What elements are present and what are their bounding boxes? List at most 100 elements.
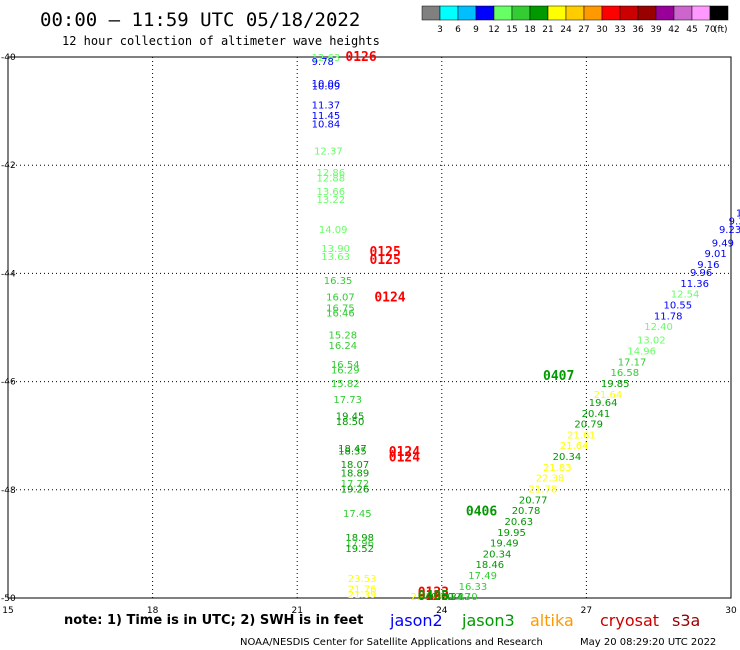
track-pass-label: 0124 (374, 291, 405, 306)
wave-height-label: 18.98 (345, 533, 374, 544)
wave-height-label: 22.16 (410, 592, 439, 603)
legend-label: 12 (488, 25, 499, 35)
wave-height-label: 19.45 (336, 411, 365, 422)
wave-height-label: 13.63 (321, 252, 350, 263)
color-legend: 3 6 9 12 15 18 21 24 27 30 33 36 39 42 45 70 (421, 5, 729, 35)
wave-height-label: 21.40 (418, 592, 447, 603)
legend-swatch (583, 5, 603, 21)
satellite-name: cryosat (600, 611, 659, 630)
wave-height-label: 12.37 (314, 146, 343, 157)
wave-height-label: 10.09 (312, 81, 341, 92)
wave-height-label: 16.24 (329, 341, 358, 352)
footer-timestamp: May 20 08:29:20 UTC 2022 (580, 637, 716, 648)
wave-height-label: 13.90 (321, 244, 350, 255)
wave-height-label: 19.34 (435, 592, 464, 603)
wave-height-label: 16.29 (331, 365, 360, 376)
wave-height-label: 9.96 (690, 268, 712, 279)
wave-height-label: 9.37 (729, 217, 740, 228)
legend-swatch (529, 5, 549, 21)
legend-swatch (457, 5, 477, 21)
wave-height-label: 17.73 (333, 395, 362, 406)
legend-label: 15 (506, 25, 517, 35)
wave-height-label: 12.54 (671, 290, 700, 301)
wave-height-label: 16.35 (324, 276, 353, 287)
wave-height-label: 17.49 (468, 571, 497, 582)
legend-label: 33 (614, 25, 625, 35)
legend-label: 21 (542, 25, 553, 35)
wave-height-label: 20.78 (512, 506, 541, 517)
legend-label: 42 (668, 25, 679, 35)
legend-swatch (691, 5, 711, 21)
track-pass-label: 0124 (389, 450, 420, 465)
wave-height-label: 17.72 (341, 479, 370, 490)
wave-height-label: 10.0 (736, 209, 740, 220)
y-tick-label: -40 (1, 53, 16, 63)
legend-swatch (601, 5, 621, 21)
legend-label: 9 (473, 25, 479, 35)
satellite-name: altika (530, 611, 574, 630)
wave-height-label: 16.46 (326, 309, 355, 320)
x-tick-label: 15 (2, 606, 13, 616)
wave-height-label: 13.22 (316, 195, 345, 206)
plot-frame (7, 56, 732, 599)
legend-swatch (655, 5, 675, 21)
wave-height-label: 19.52 (345, 544, 374, 555)
wave-height-label: 13.02 (637, 336, 666, 347)
wave-height-label: 17.82 (442, 592, 471, 603)
wave-height-label: 18.47 (338, 444, 367, 455)
wave-height-label: 17.70 (449, 592, 478, 603)
track-pass-label: 0125 (370, 253, 401, 268)
wave-height-label: 18.35 (338, 447, 367, 458)
wave-height-label: 20.41 (582, 409, 611, 420)
wave-height-label: 9.78 (312, 57, 334, 68)
wave-height-label: 9.23 (719, 225, 740, 236)
legend-swatch (709, 5, 729, 21)
legend-label: 36 (632, 25, 644, 35)
x-tick-label: 18 (147, 606, 159, 616)
y-tick-label: -46 (1, 378, 16, 388)
legend-label: 24 (560, 25, 572, 35)
legend-label: 6 (455, 25, 461, 35)
wave-height-label: 12.86 (316, 168, 345, 179)
x-tick-label: 24 (436, 606, 448, 616)
wave-height-label: 14.96 (627, 347, 656, 358)
legend-label: 70 (704, 25, 716, 35)
wave-height-label: 20.79 (574, 420, 603, 431)
wave-height-label: 18.50 (336, 417, 365, 428)
grid-lines (8, 57, 731, 598)
legend-swatch (511, 5, 531, 21)
track-pass-label: 0126 (345, 50, 376, 65)
track-pass-label: 0405 (418, 589, 449, 604)
legend-swatch (439, 5, 459, 21)
x-axis-ticks: 15 18 21 24 27 30 (2, 606, 737, 616)
wave-height-label: 20.77 (519, 495, 548, 506)
wave-height-label: 19.49 (490, 539, 519, 550)
y-tick-label: -42 (1, 161, 16, 171)
track-pass-label: 0123 (418, 586, 449, 601)
wave-height-label: 19.85 (601, 379, 630, 390)
wave-height-label: 19.64 (589, 398, 618, 409)
wave-height-label: 18.46 (476, 560, 505, 571)
x-tick-label: 27 (581, 606, 592, 616)
wave-height-label: 18.07 (341, 460, 370, 471)
wave-height-label: 12.63 (312, 53, 341, 64)
wave-height-label: 21.78 (529, 485, 558, 496)
legend-label: 18 (524, 25, 536, 35)
legend-label: 30 (596, 25, 608, 35)
satellite-name: s3a (672, 611, 700, 630)
legend-swatch (547, 5, 567, 21)
wave-height-label: 9.16 (697, 260, 719, 271)
wave-height-label: 12.88 (316, 173, 345, 184)
wave-height-label: 16.54 (331, 360, 360, 371)
satellite-name: jason2 (389, 611, 443, 630)
y-tick-label: -44 (1, 269, 16, 279)
wave-height-label: 18.89 (341, 468, 370, 479)
wave-height-label: 20.34 (553, 452, 582, 463)
y-axis-ticks: -40 -42 -44 -46 -48 -50 (1, 53, 16, 604)
legend-swatch (619, 5, 639, 21)
legend-unit: (ft) (714, 25, 728, 35)
wave-height-label: 11.78 (654, 311, 683, 322)
wave-height-label: 21.64 (594, 390, 623, 401)
wave-height-label: 16.75 (326, 303, 355, 314)
